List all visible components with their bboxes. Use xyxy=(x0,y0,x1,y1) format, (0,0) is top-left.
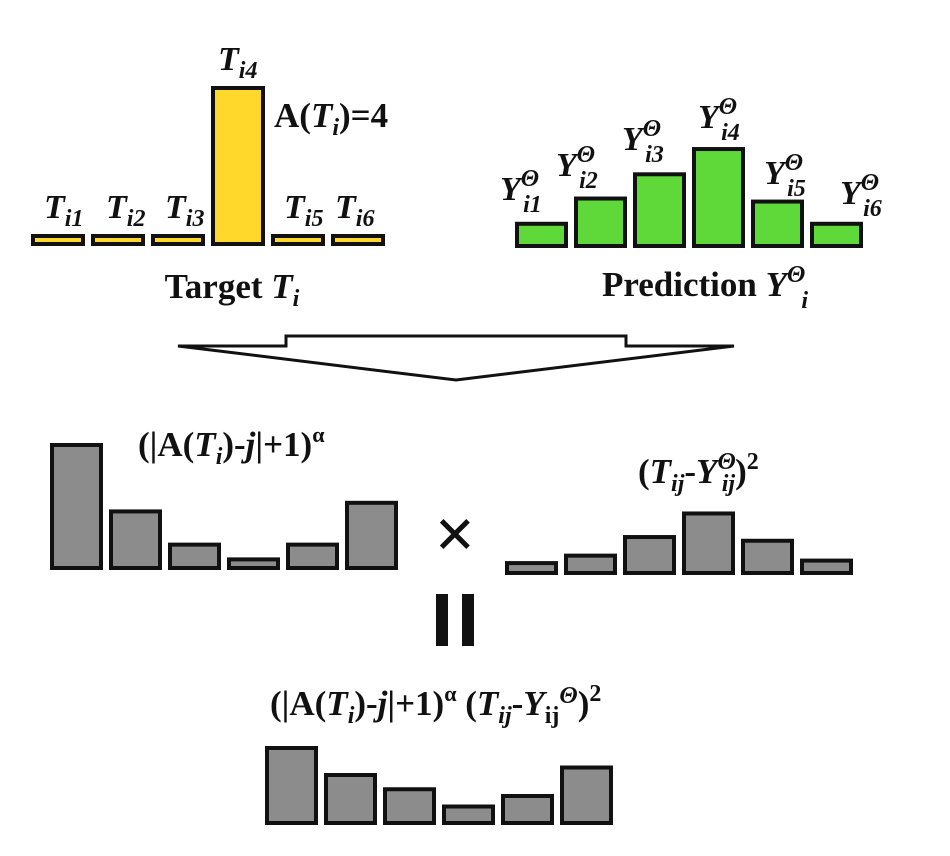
prediction-label-3: YΘ i3 xyxy=(622,116,664,168)
target-bar-6 xyxy=(331,234,385,246)
weight-bar-2 xyxy=(109,509,162,571)
prediction-panel: YΘ i1 YΘ i2 YΘ i3 YΘ i4 YΘ i5 YΘ i6 Prediction YΘ i xyxy=(500,94,882,314)
squared-error-bar-2 xyxy=(564,553,617,576)
target-label-2: Ti2 xyxy=(106,189,145,232)
target-bar-5 xyxy=(271,234,325,246)
squared-error-formula: (Tij-YΘ ij)2 xyxy=(638,449,759,497)
prediction-bar-4 xyxy=(692,147,745,248)
prediction-bar-3 xyxy=(633,172,686,248)
multiply-symbol: × xyxy=(434,494,475,574)
weight-panel: (|A(Ti)-j|+1)α xyxy=(50,422,398,571)
target-label-6: Ti6 xyxy=(335,189,374,232)
target-label-4: Ti4 xyxy=(218,41,257,84)
weight-bar-1 xyxy=(50,443,103,570)
prediction-bar-2 xyxy=(574,196,627,248)
target-bar-1 xyxy=(31,234,85,246)
product-formula: (|A(Ti)-j|+1)α (Tij-YijΘ)2 xyxy=(270,681,601,729)
prediction-label-6: YΘ i6 xyxy=(840,170,882,222)
prediction-label-1: YΘ i1 xyxy=(500,166,542,218)
squared-error-panel: (Tij-YΘ ij)2 xyxy=(505,449,853,576)
prediction-bar-5 xyxy=(751,199,804,248)
weight-formula: (|A(Ti)-j|+1)α xyxy=(138,422,325,470)
transform-arrow xyxy=(177,334,735,382)
squared-error-bar-1 xyxy=(505,561,558,576)
prediction-label-4: YΘ i4 xyxy=(698,94,740,146)
svg-text:=: = xyxy=(455,629,456,631)
target-argmax-annotation: A(Ti)=4 xyxy=(274,96,388,141)
squared-error-bar-4 xyxy=(682,511,735,575)
weight-bar-5 xyxy=(286,542,339,571)
squared-error-bar-6 xyxy=(800,558,853,575)
target-caption: Target Ti xyxy=(165,267,300,312)
product-bar-5 xyxy=(501,794,554,825)
target-label-3: Ti3 xyxy=(165,189,204,232)
product-bar-3 xyxy=(383,787,436,825)
weight-bar-4 xyxy=(227,557,280,571)
prediction-bar-6 xyxy=(810,221,863,248)
prediction-bar-1 xyxy=(515,221,568,248)
product-bar-1 xyxy=(265,746,318,825)
target-bar-3 xyxy=(151,234,205,246)
equals-symbol: = xyxy=(436,594,474,646)
weight-bar-6 xyxy=(345,500,398,570)
product-bar-4 xyxy=(442,804,495,825)
product-panel: (|A(Ti)-j|+1)α (Tij-YijΘ)2 xyxy=(265,681,613,825)
prediction-label-5: YΘ i5 xyxy=(764,150,806,202)
squared-error-bar-3 xyxy=(623,535,676,575)
prediction-caption: Prediction YΘ i xyxy=(602,262,808,314)
target-bar-4 xyxy=(211,86,265,246)
target-label-1: Ti1 xyxy=(44,189,83,232)
squared-error-bar-5 xyxy=(741,538,794,576)
target-label-5: Ti5 xyxy=(284,189,323,232)
weight-bar-3 xyxy=(168,542,221,571)
prediction-label-2: YΘ i2 xyxy=(556,142,598,194)
target-bar-2 xyxy=(91,234,145,246)
target-panel: Ti1 Ti2 Ti3 Ti4 Ti5 Ti6 A(Ti)=4 Target Ti xyxy=(31,41,388,312)
product-bar-2 xyxy=(324,773,377,825)
product-bar-6 xyxy=(560,765,613,825)
